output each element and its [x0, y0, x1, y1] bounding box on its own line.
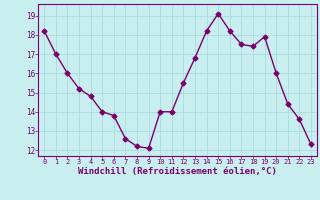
X-axis label: Windchill (Refroidissement éolien,°C): Windchill (Refroidissement éolien,°C)	[78, 167, 277, 176]
